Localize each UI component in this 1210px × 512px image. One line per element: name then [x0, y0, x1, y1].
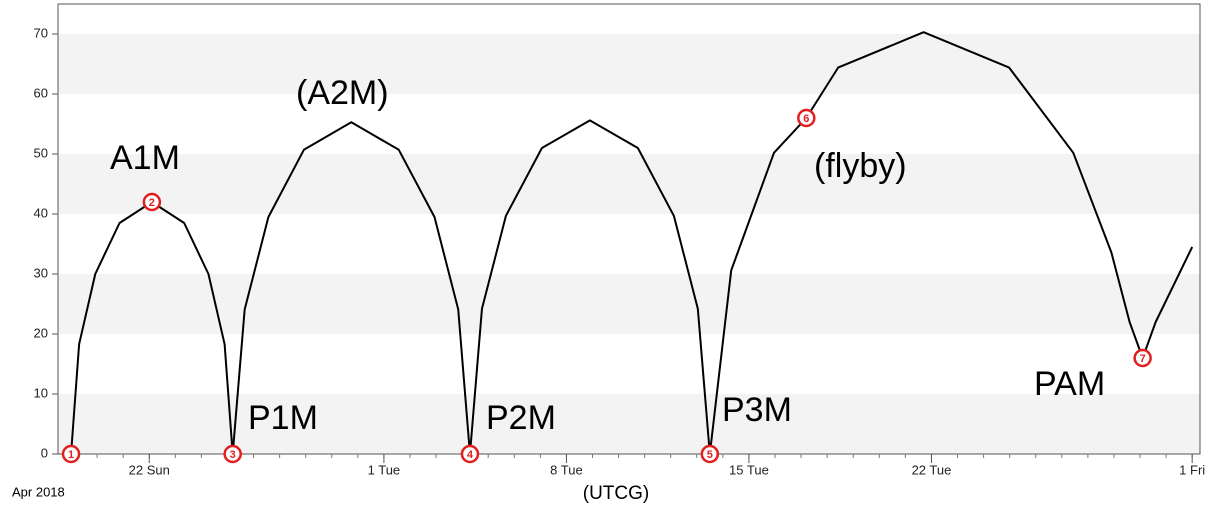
annotation: (flyby) [814, 147, 907, 185]
grid-band [58, 274, 1200, 334]
y-tick-label: 40 [34, 205, 48, 220]
y-tick-label: 0 [41, 445, 48, 460]
event-marker-label: 2 [149, 197, 155, 209]
plot-frame [57, 3, 1201, 455]
x-tick-label: 1 Tue [368, 462, 401, 477]
event-marker [797, 108, 816, 128]
x-tick-label: 15 Tue [729, 462, 769, 477]
event-marker-label: 4 [467, 449, 474, 461]
annotation: P2M [486, 399, 556, 437]
annotation: P1M [248, 399, 318, 437]
x-tick-label: 1 Fri [1179, 462, 1205, 477]
x-tick-label: 22 Sun [129, 462, 170, 477]
event-marker [700, 444, 720, 464]
y-tick-label: 60 [34, 85, 48, 100]
event-marker-label: 3 [230, 449, 236, 461]
annotation: (A2M) [296, 74, 389, 112]
grid-band [58, 394, 1200, 454]
y-tick-label: 30 [34, 265, 48, 280]
y-tick-label: 70 [34, 25, 48, 40]
x-tick-label: 22 Tue [912, 462, 952, 477]
annotation: P3M [722, 391, 792, 429]
y-tick-label: 50 [34, 145, 48, 160]
y-tick-label: 10 [34, 385, 48, 400]
x-axis-caption: Apr 2018 [12, 484, 65, 499]
event-marker-label: 6 [803, 113, 809, 125]
annotation: PAM [1034, 365, 1105, 403]
y-tick-label: 20 [34, 325, 48, 340]
event-marker [1133, 348, 1152, 368]
event-marker [223, 444, 242, 464]
event-marker-label: 5 [707, 449, 713, 461]
x-tick-label: 8 Tue [550, 462, 583, 477]
event-marker [61, 444, 81, 464]
x-axis-label: (UTCG) [583, 483, 649, 504]
grid-band [58, 34, 1200, 94]
event-marker-label: 7 [1140, 353, 1146, 365]
grid-band [58, 154, 1200, 214]
event-marker-label: 1 [68, 449, 74, 461]
event-marker [460, 444, 480, 464]
data-line [70, 31, 1194, 455]
event-marker [142, 192, 162, 212]
annotation: A1M [110, 139, 180, 177]
